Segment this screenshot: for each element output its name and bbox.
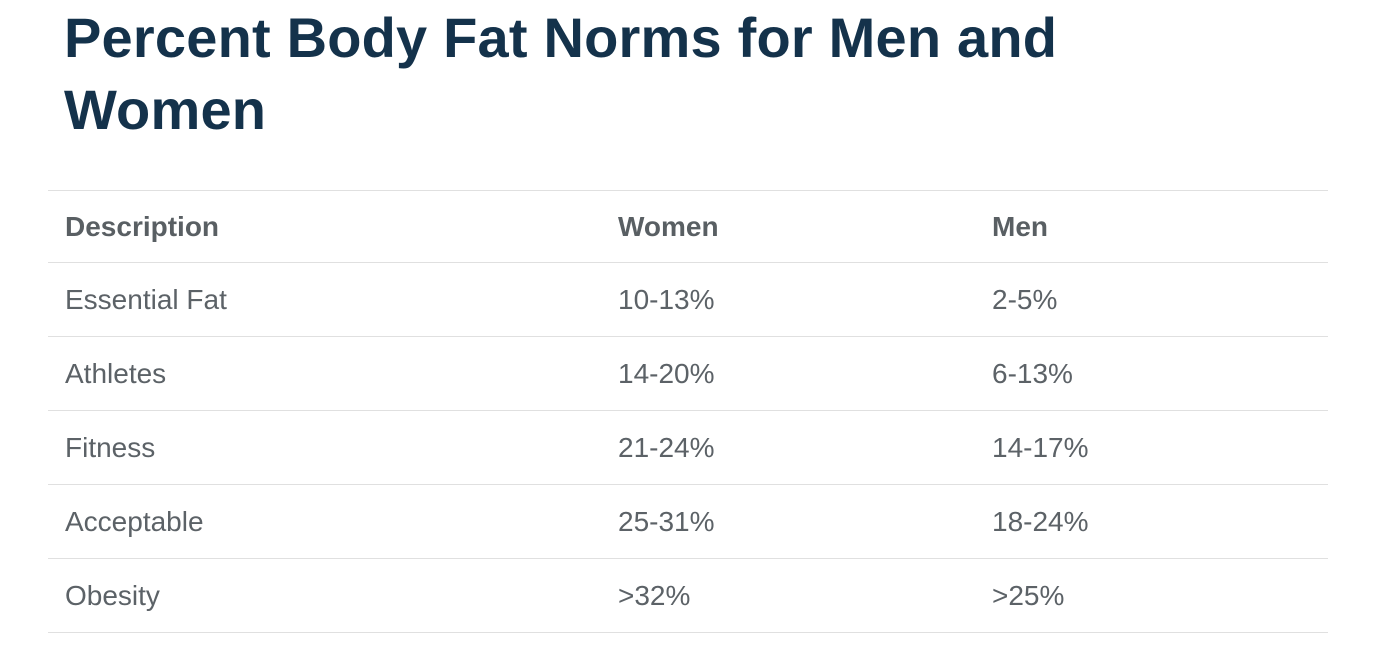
row-label: Essential Fat: [48, 262, 601, 337]
women-value: 21-24%: [601, 410, 975, 485]
women-value: >32%: [601, 558, 975, 633]
table-row: Fitness 21-24% 14-17%: [48, 410, 1328, 485]
row-label: Athletes: [48, 336, 601, 411]
row-label: Fitness: [48, 410, 601, 485]
women-value: 25-31%: [601, 484, 975, 559]
column-header-description: Description: [48, 190, 601, 263]
body-fat-norms-table: Description Women Men Essential Fat 10-1…: [48, 190, 1328, 633]
column-header-women: Women: [601, 190, 975, 263]
page-title: Percent Body Fat Norms for Men and Women: [64, 6, 1058, 141]
men-value: 2-5%: [975, 262, 1328, 337]
table-row: Essential Fat 10-13% 2-5%: [48, 262, 1328, 337]
row-label: Acceptable: [48, 484, 601, 559]
row-label: Obesity: [48, 558, 601, 633]
men-value: 18-24%: [975, 484, 1328, 559]
table-header-row: Description Women Men: [48, 190, 1328, 263]
column-header-men: Men: [975, 190, 1328, 263]
men-value: 14-17%: [975, 410, 1328, 485]
men-value: >25%: [975, 558, 1328, 633]
table-row: Acceptable 25-31% 18-24%: [48, 484, 1328, 559]
women-value: 10-13%: [601, 262, 975, 337]
women-value: 14-20%: [601, 336, 975, 411]
table-row: Obesity >32% >25%: [48, 558, 1328, 633]
table-row: Athletes 14-20% 6-13%: [48, 336, 1328, 411]
men-value: 6-13%: [975, 336, 1328, 411]
body-fat-norms-table-container: Description Women Men Essential Fat 10-1…: [48, 190, 1328, 633]
